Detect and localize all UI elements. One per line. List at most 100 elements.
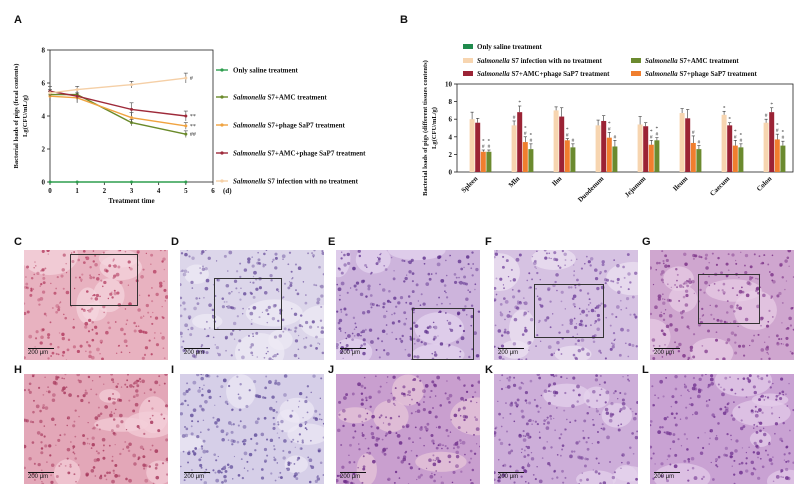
- cell-nucleus-f-196: [534, 266, 536, 268]
- cell-nucleus-e-105: [376, 304, 379, 307]
- cell-nucleus-d-167: [231, 291, 233, 293]
- cell-nucleus-l-113: [753, 423, 756, 426]
- cell-nucleus-l-67: [702, 446, 705, 450]
- cell-nucleus-l-99: [685, 416, 688, 420]
- cell-nucleus-j-223: [336, 428, 341, 433]
- cell-nucleus-l-8: [772, 456, 774, 458]
- cell-nucleus-d-64: [271, 261, 274, 263]
- cell-nucleus-d-214: [258, 262, 260, 264]
- cell-nucleus-d-139: [274, 256, 278, 260]
- tissue-patch-g-1: [668, 285, 698, 313]
- cell-nucleus-j-35: [419, 379, 422, 382]
- cell-nucleus-c-176: [57, 308, 61, 312]
- cell-nucleus-e-230: [338, 327, 342, 331]
- cell-nucleus-c-254: [136, 250, 140, 254]
- cell-nucleus-g-244: [710, 313, 713, 316]
- cell-nucleus-g-96: [734, 333, 737, 337]
- cell-nucleus-c-235: [108, 326, 112, 330]
- cell-nucleus-j-259: [401, 425, 405, 429]
- cell-nucleus-g-53: [771, 279, 774, 282]
- cell-nucleus-j-8: [362, 467, 366, 471]
- cell-nucleus-e-201: [470, 324, 473, 327]
- cell-nucleus-h-157: [112, 418, 116, 421]
- cell-nucleus-l-155: [746, 377, 750, 380]
- cell-nucleus-j-232: [425, 427, 429, 432]
- cell-nucleus-d-84: [201, 267, 206, 272]
- cell-nucleus-j-92: [431, 380, 435, 384]
- cell-nucleus-e-92: [399, 295, 404, 300]
- cell-nucleus-i-44: [306, 411, 309, 414]
- cell-nucleus-c-256: [88, 318, 92, 322]
- cell-nucleus-h-96: [151, 444, 154, 447]
- cell-nucleus-l-110: [774, 422, 779, 426]
- cell-nucleus-f-188: [589, 264, 592, 267]
- cell-nucleus-e-202: [453, 273, 457, 276]
- cell-nucleus-c-151: [55, 352, 58, 355]
- cell-nucleus-i-107: [304, 420, 308, 424]
- cell-nucleus-h-141: [36, 431, 41, 435]
- cell-nucleus-c-187: [83, 308, 85, 311]
- legend-label-b-4: Salmonella S7+AMC treatment: [645, 57, 739, 65]
- cell-nucleus-e-233: [340, 281, 345, 286]
- cell-nucleus-h-209: [138, 377, 142, 381]
- cell-nucleus-i-91: [308, 458, 313, 463]
- cell-nucleus-f-1: [584, 324, 588, 327]
- cell-nucleus-l-10: [742, 425, 746, 428]
- cell-nucleus-l-116: [692, 383, 697, 387]
- cell-nucleus-c-47: [66, 348, 70, 352]
- cell-nucleus-d-226: [273, 353, 277, 358]
- cell-nucleus-k-138: [580, 456, 584, 460]
- cell-nucleus-j-190: [386, 399, 391, 403]
- cell-nucleus-i-51: [296, 440, 299, 443]
- cell-nucleus-c-75: [24, 302, 26, 305]
- x-tick-label-a-3: 3: [130, 187, 134, 195]
- cell-nucleus-g-188: [668, 314, 673, 318]
- cell-nucleus-l-97: [679, 418, 682, 420]
- cell-nucleus-k-18: [527, 462, 529, 464]
- cell-nucleus-j-66: [366, 452, 368, 454]
- cell-nucleus-f-47: [505, 259, 509, 263]
- cell-nucleus-j-143: [357, 467, 359, 469]
- cell-nucleus-k-121: [498, 438, 501, 441]
- cell-nucleus-k-212: [599, 383, 601, 386]
- cell-nucleus-d-43: [199, 267, 201, 269]
- cell-nucleus-d-249: [252, 281, 255, 284]
- cell-nucleus-f-112: [502, 284, 505, 286]
- data-point-a-4-0: [48, 91, 52, 95]
- cell-nucleus-g-155: [792, 276, 794, 278]
- cell-nucleus-c-88: [67, 338, 71, 342]
- cell-nucleus-g-75: [654, 305, 658, 310]
- cell-nucleus-i-247: [294, 446, 296, 448]
- cell-nucleus-h-257: [96, 458, 100, 462]
- cell-nucleus-c-15: [53, 291, 57, 295]
- cell-nucleus-g-106: [734, 351, 738, 355]
- cell-nucleus-h-153: [57, 376, 60, 379]
- cell-nucleus-c-86: [34, 265, 37, 267]
- cell-nucleus-f-230: [615, 315, 618, 319]
- cell-nucleus-e-212: [449, 328, 454, 333]
- cell-nucleus-j-84: [392, 396, 396, 400]
- bar-ilm-1: [553, 110, 559, 172]
- cell-nucleus-e-142: [411, 272, 415, 275]
- cell-nucleus-g-78: [771, 254, 774, 257]
- cell-nucleus-d-24: [298, 324, 302, 327]
- cell-nucleus-l-258: [733, 482, 736, 484]
- cell-nucleus-j-158: [457, 409, 460, 412]
- cell-nucleus-k-27: [562, 481, 565, 484]
- bar-mln-3: [522, 142, 528, 172]
- cell-nucleus-c-108: [41, 250, 45, 253]
- cell-nucleus-h-206: [72, 447, 74, 450]
- cell-nucleus-e-197: [437, 335, 439, 337]
- cell-nucleus-j-144: [408, 462, 411, 466]
- cell-nucleus-k-161: [626, 461, 630, 465]
- cell-nucleus-d-223: [266, 346, 269, 349]
- cell-nucleus-c-259: [137, 330, 140, 332]
- cell-nucleus-h-177: [33, 399, 35, 402]
- cell-nucleus-c-175: [62, 253, 66, 257]
- cell-nucleus-i-202: [200, 374, 203, 376]
- cell-nucleus-i-13: [236, 440, 240, 444]
- x-tick-label-a-0: 0: [48, 187, 52, 195]
- cell-nucleus-f-187: [498, 355, 502, 360]
- cell-nucleus-h-201: [82, 394, 86, 398]
- cell-nucleus-l-204: [780, 377, 784, 381]
